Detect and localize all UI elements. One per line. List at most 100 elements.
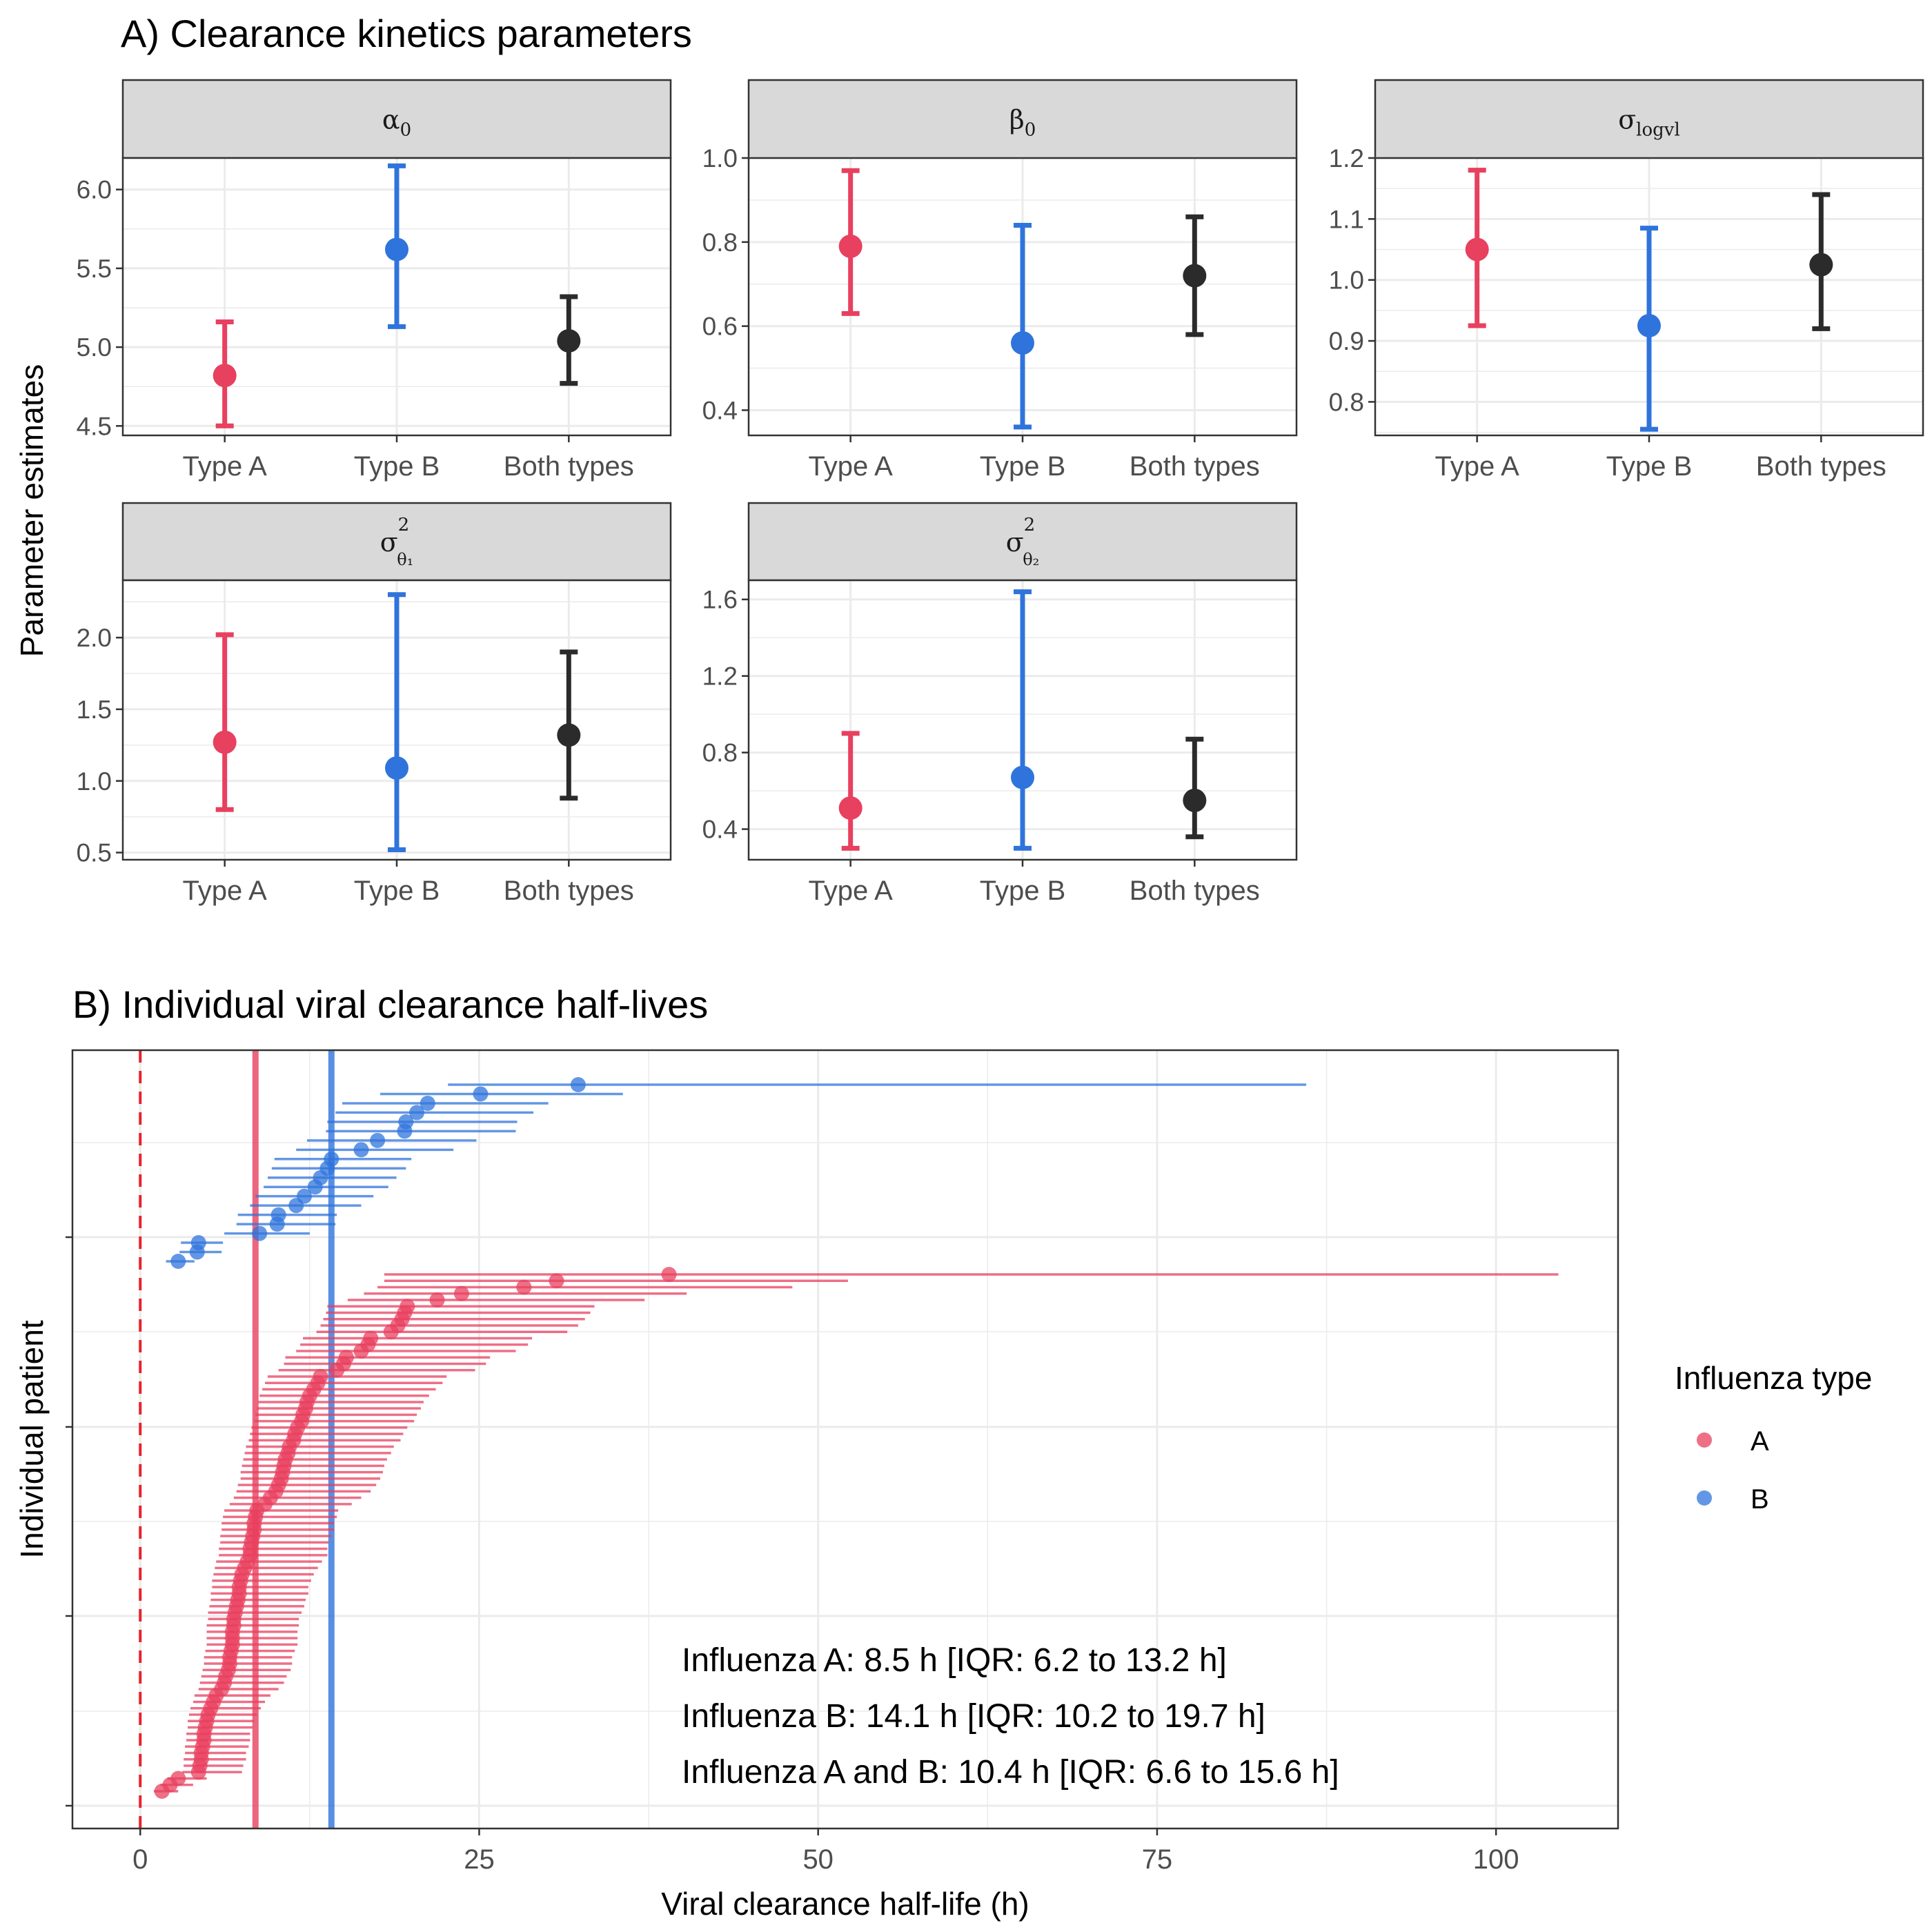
facet-y-tick-label: 4.5: [77, 412, 112, 440]
estimate-point: [1465, 237, 1489, 262]
patient-estimate-b: [270, 1207, 286, 1223]
estimate-point: [1183, 789, 1207, 813]
patient-estimate-a: [453, 1285, 469, 1301]
annotation-influenza-a: Influenza A: 8.5 h [IQR: 6.2 to 13.2 h]: [682, 1642, 1227, 1679]
facet-panel-2: β0 0.4 0.6 0.8 1.0 Type A Type B Both types: [702, 79, 1298, 482]
patient-estimate-b: [570, 1077, 586, 1092]
facet-symbol: σ: [1618, 105, 1636, 135]
facet-x-tick-label: Type A: [809, 876, 894, 906]
facet-strip: [1374, 79, 1924, 159]
facet-y-tick-label: 1.0: [702, 144, 738, 172]
facet-y-tick-label: 1.5: [77, 696, 112, 724]
facet-symbol: σ: [1006, 527, 1024, 558]
facet-y-tick-label: 6.0: [77, 176, 112, 204]
facet-y-tick-label: 0.8: [1329, 388, 1364, 416]
patient-estimate-a: [338, 1350, 354, 1366]
estimate-point: [385, 756, 408, 780]
facet-subscript: θ₂: [1023, 550, 1039, 569]
facet-y-tick-label: 2.0: [77, 624, 112, 652]
facet-y-tick-label: 0.6: [702, 313, 738, 341]
facet-plot-border: [121, 157, 672, 437]
facet-y-tick-label: 1.0: [77, 767, 112, 796]
facet-subscript: 0: [1025, 120, 1036, 141]
panel-a-title: A) Clearance kinetics parameters: [121, 12, 692, 55]
facet-x-tick-label: Both types: [1756, 451, 1886, 482]
legend: Influenza type A B: [1675, 1360, 1872, 1515]
facet-y-tick-label: 1.1: [1329, 205, 1364, 233]
facet-subscript: θ₁: [397, 550, 413, 569]
patient-estimate-a: [363, 1330, 379, 1346]
patient-estimate-a: [516, 1279, 532, 1295]
facet-plot-border: [747, 157, 1298, 437]
series-a: [153, 1267, 1559, 1799]
estimate-point: [1011, 331, 1034, 355]
halflife-plot-border: [71, 1049, 1619, 1830]
patient-estimate-b: [409, 1105, 425, 1121]
facet-strip-label: σ2 θ₂: [1006, 515, 1040, 569]
patient-estimate-a: [400, 1299, 415, 1314]
estimate-point: [1011, 765, 1034, 789]
patient-estimate-b: [324, 1151, 339, 1167]
halflife-x-tick-label: 25: [464, 1844, 495, 1875]
estimate-point: [1637, 313, 1661, 337]
facet-strip-label: β0: [1009, 105, 1036, 141]
legend-title: Influenza type: [1675, 1360, 1872, 1396]
facet-x-tick-label: Type A: [183, 451, 268, 482]
facet-x-tick-label: Both types: [504, 451, 634, 482]
legend-label-b: B: [1751, 1484, 1769, 1515]
facet-strip: [121, 502, 672, 582]
facet-y-tick-label: 1.6: [702, 586, 738, 614]
patient-estimate-a: [429, 1292, 445, 1308]
facet-strip-label: σ2 θ₁: [380, 515, 414, 569]
facet-strip: [121, 79, 672, 159]
annotation-influenza-a-and-b: Influenza A and B: 10.4 h [IQR: 6.6 to 1…: [682, 1754, 1339, 1791]
patient-estimate-a: [661, 1267, 677, 1282]
halflife-series: [153, 1077, 1559, 1799]
annotation-influenza-b: Influenza B: 14.1 h [IQR: 10.2 to 19.7 h…: [682, 1698, 1265, 1735]
facet-y-tick-label: 0.4: [702, 816, 738, 844]
estimate-point: [838, 796, 862, 820]
facet-x-tick-label: Both types: [1130, 451, 1260, 482]
estimate-point: [557, 723, 581, 747]
patient-estimate-b: [170, 1254, 186, 1269]
legend-key-b: [1697, 1490, 1712, 1506]
estimate-point: [213, 730, 237, 754]
facet-strip-label: α0: [382, 105, 411, 141]
facet-x-tick-label: Both types: [504, 876, 634, 906]
facet-panel-5: σ2 θ₂ 0.4 0.8 1.2 1.6 Type A Type B Both types: [702, 502, 1298, 906]
facet-y-tick-label: 5.0: [77, 333, 112, 362]
patient-estimate-a: [549, 1273, 564, 1289]
halflife-ylabel: Individual patient: [14, 1320, 50, 1558]
facet-plot-border: [747, 579, 1298, 861]
facet-y-tick-label: 0.8: [702, 739, 738, 767]
facet-plot-border: [121, 579, 672, 861]
facet-y-tick-label: 0.5: [77, 839, 112, 867]
facet-x-tick-label: Type B: [980, 876, 1066, 906]
facet-plot-border: [1374, 157, 1924, 437]
facet-strip-label: σlogvl: [1618, 105, 1680, 141]
facet-y-tick-label: 0.4: [702, 396, 738, 424]
facet-superscript: 2: [398, 515, 410, 535]
patient-estimate-b: [370, 1132, 386, 1148]
facet-symbol: α: [382, 105, 400, 135]
halflife-x-tick-label: 0: [132, 1844, 148, 1875]
facet-subscript: logvl: [1636, 120, 1680, 141]
series-b: [166, 1077, 1307, 1269]
facet-x-tick-label: Type B: [354, 451, 440, 482]
facet-y-tick-label: 1.2: [702, 662, 738, 691]
facet-strip: [747, 502, 1298, 582]
estimate-point: [1809, 253, 1833, 277]
panel-b-title: B) Individual viral clearance half-lives: [72, 983, 708, 1026]
facet-x-tick-label: Type A: [183, 876, 268, 906]
facet-y-tick-label: 0.8: [702, 228, 738, 257]
facet-x-tick-label: Type B: [354, 876, 440, 906]
halflife-x-tick-label: 50: [802, 1844, 834, 1875]
facet-panel-4: σ2 θ₁ 0.5 1.0 1.5 2.0 Type A Type B Both types: [77, 502, 672, 906]
facet-x-tick-label: Type A: [809, 451, 894, 482]
patient-estimate-b: [252, 1225, 268, 1241]
facet-y-tick-label: 1.2: [1329, 144, 1364, 172]
panel-a-ylabel: Parameter estimates: [14, 364, 50, 657]
facet-panel-1: α0 4.5 5.0 5.5 6.0 Type A Type B Both types: [77, 79, 672, 482]
